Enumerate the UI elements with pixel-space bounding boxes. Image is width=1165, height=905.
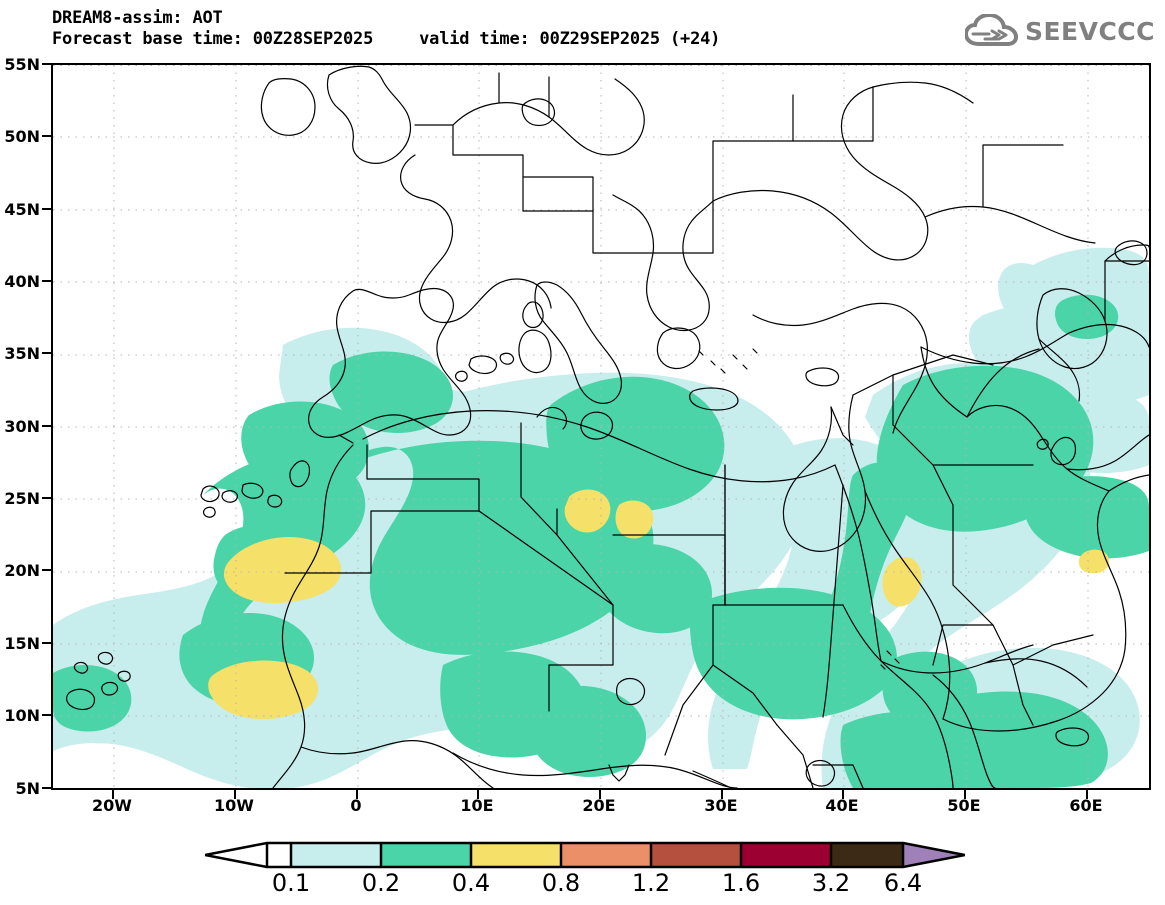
- colorbar-tick-0: 0.1: [271, 869, 311, 897]
- ytick-label-15N: 15N: [4, 634, 40, 653]
- ytick-label-45N: 45N: [4, 200, 40, 219]
- colorbar-over-arrow: [903, 843, 965, 867]
- time-line: Forecast base time: 00Z28SEP2025 valid t…: [52, 29, 952, 50]
- xtick-label-10W: 10W: [214, 796, 254, 815]
- ytick-mark: [42, 280, 51, 282]
- chart-header: DREAM8-assim: AOT Forecast base time: 00…: [52, 8, 952, 50]
- colorbar-tick-4: 1.2: [631, 869, 671, 897]
- colorbar-outline: [205, 841, 965, 869]
- ytick-label-5N: 5N: [15, 779, 40, 798]
- logo-text: SEEVCCC: [1024, 16, 1155, 46]
- ytick-mark: [42, 208, 51, 210]
- colorbar-segment-0: [267, 843, 291, 867]
- ytick-label-55N: 55N: [4, 55, 40, 74]
- xtick-label-30E: 30E: [704, 796, 738, 815]
- valid-time-label: valid time: 00Z29SEP2025 (+24): [419, 29, 721, 49]
- xtick-mark: [112, 790, 114, 799]
- colorbar-tick-3: 0.8: [541, 869, 581, 897]
- ytick-mark: [42, 135, 51, 137]
- colorbar-tick-6: 3.2: [811, 869, 851, 897]
- colorbar-segment-5: [651, 843, 741, 867]
- xtick-mark: [599, 790, 601, 799]
- xtick-mark: [234, 790, 236, 799]
- xtick-label-20W: 20W: [92, 796, 132, 815]
- model-title: DREAM8-assim: AOT: [52, 8, 223, 28]
- ytick-mark: [42, 569, 51, 571]
- ytick-mark: [42, 497, 51, 499]
- ytick-mark: [42, 425, 51, 427]
- xtick-label-40E: 40E: [825, 796, 859, 815]
- base-time-label: Forecast base time: 00Z28SEP2025: [52, 29, 374, 49]
- colorbar-tick-5: 1.6: [721, 869, 761, 897]
- seevccc-logo: SEEVCCC: [964, 14, 1155, 48]
- xtick-label-60E: 60E: [1069, 796, 1103, 815]
- ytick-label-50N: 50N: [4, 127, 40, 146]
- colorbar: [205, 841, 965, 869]
- ytick-label-40N: 40N: [4, 272, 40, 291]
- ytick-mark: [42, 787, 51, 789]
- colorbar-segment-3: [471, 843, 561, 867]
- map-plot-area: [51, 63, 1151, 790]
- ytick-label-30N: 30N: [4, 417, 40, 436]
- ytick-label-25N: 25N: [4, 489, 40, 508]
- ytick-mark: [42, 63, 51, 65]
- ytick-label-35N: 35N: [4, 344, 40, 363]
- xtick-mark: [842, 790, 844, 799]
- colorbar-tick-7: 6.4: [883, 869, 923, 897]
- colorbar-segments: [205, 843, 965, 867]
- colorbar-segment-2: [381, 843, 471, 867]
- ytick-label-10N: 10N: [4, 706, 40, 725]
- colorbar-tick-1: 0.2: [361, 869, 401, 897]
- xtick-label-0: 0: [350, 796, 362, 815]
- map-coastlines: [66, 65, 1149, 788]
- colorbar-segment-4: [561, 843, 651, 867]
- colorbar-tick-2: 0.4: [451, 869, 491, 897]
- map-gridlines: [53, 65, 1149, 788]
- xtick-mark: [477, 790, 479, 799]
- ytick-mark: [42, 714, 51, 716]
- colorbar-segment-1: [291, 843, 381, 867]
- xtick-mark: [356, 790, 358, 799]
- xtick-label-10E: 10E: [460, 796, 494, 815]
- xtick-label-20E: 20E: [582, 796, 616, 815]
- ytick-label-20N: 20N: [4, 561, 40, 580]
- xtick-mark: [1086, 790, 1088, 799]
- xtick-mark: [964, 790, 966, 799]
- xtick-label-50E: 50E: [947, 796, 981, 815]
- xtick-mark: [721, 790, 723, 799]
- colorbar-segment-6: [741, 843, 831, 867]
- ytick-mark: [42, 642, 51, 644]
- map-canvas: [53, 65, 1149, 788]
- colorbar-under-arrow: [205, 843, 267, 867]
- ytick-mark: [42, 352, 51, 354]
- cloud-wind-icon: [964, 14, 1018, 46]
- colorbar-labels: 0.1 0.2 0.4 0.8 1.2 1.6 3.2 6.4: [205, 869, 965, 899]
- colorbar-segment-7: [831, 843, 903, 867]
